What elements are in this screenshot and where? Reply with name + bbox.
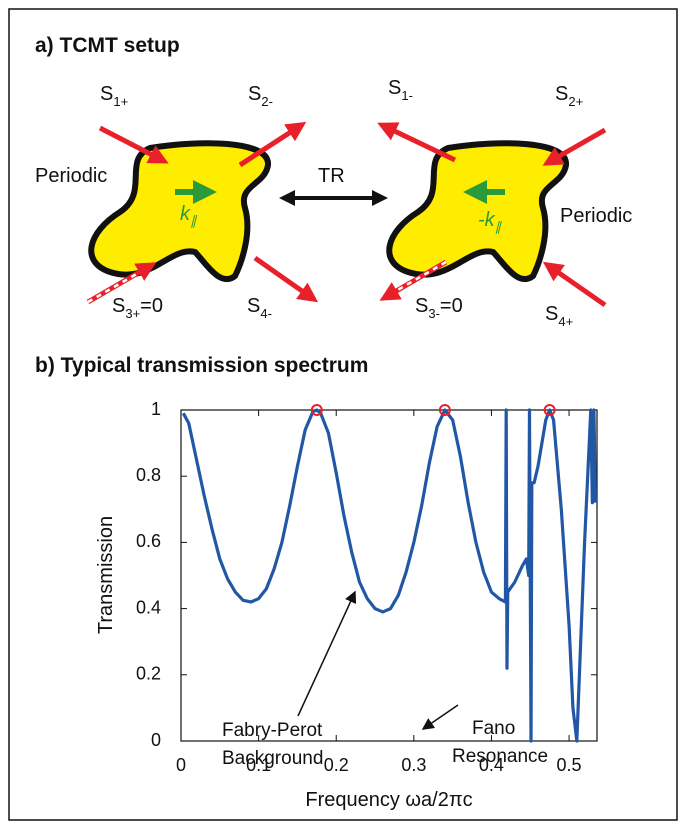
port-symbol: S xyxy=(545,303,558,325)
peak-marker xyxy=(438,404,451,416)
wavevector-index: ∥ xyxy=(495,219,503,234)
port-label: S1- xyxy=(388,77,413,103)
port-symbol: S xyxy=(100,83,113,105)
port-index: 1- xyxy=(401,88,413,103)
peak-marker xyxy=(310,404,323,416)
y-tick-label: 1 xyxy=(151,399,161,419)
peak-marker xyxy=(543,404,556,416)
port-index: 1+ xyxy=(113,94,128,109)
port-index: 2- xyxy=(261,94,273,109)
wavevector-symbol: -k xyxy=(478,209,496,231)
arrow xyxy=(542,127,607,166)
annotation: Resonance xyxy=(452,746,548,767)
plot-frame xyxy=(180,409,598,742)
arrow xyxy=(377,122,457,163)
annotation: Fabry-Perot xyxy=(222,720,323,741)
y-tick-label: 0.2 xyxy=(136,664,161,684)
operation-label: TR xyxy=(318,165,345,187)
medium-label: Periodic xyxy=(560,205,632,227)
port-index: 3- xyxy=(428,306,440,321)
frame xyxy=(8,8,678,821)
annotation: Background xyxy=(222,748,323,769)
dash xyxy=(87,270,141,304)
port-value: =0 xyxy=(140,295,163,317)
arrow xyxy=(98,125,169,164)
x-axis-label: Frequency ωa/2πc xyxy=(305,789,472,811)
port-index: 4+ xyxy=(558,314,573,329)
port-label: S3+=0 xyxy=(112,295,163,321)
x-tick-label: 0.4 xyxy=(479,755,504,775)
panel-title: a) TCMT setup xyxy=(35,34,180,57)
left-structure xyxy=(88,140,271,282)
wavevector-index: ∥ xyxy=(190,213,198,228)
y-tick-label: 0.6 xyxy=(136,531,161,551)
port-label: S4- xyxy=(247,295,272,321)
transmission-curve xyxy=(181,408,598,743)
port-index: 3+ xyxy=(125,306,140,321)
x-tick-label: 0.2 xyxy=(324,755,349,775)
port-symbol: S xyxy=(555,83,568,105)
port-label: S1+ xyxy=(100,83,128,109)
port-label: S3-=0 xyxy=(415,295,463,321)
port-value: =0 xyxy=(440,295,463,317)
port-index: 4- xyxy=(260,306,272,321)
annotation-arrow xyxy=(421,704,459,730)
wavevector-label: -k∥ xyxy=(478,209,503,234)
y-axis-label: Transmission xyxy=(95,516,117,634)
x-tick-label: 0.5 xyxy=(557,755,582,775)
y-tick-label: 0.4 xyxy=(136,597,161,617)
port-symbol: S xyxy=(248,83,261,105)
x-tick-label: 0.1 xyxy=(246,755,271,775)
port-symbol: S xyxy=(112,295,125,317)
arrow xyxy=(253,255,319,303)
port-symbol: S xyxy=(388,77,401,99)
arrow xyxy=(542,261,607,308)
medium-label: Periodic xyxy=(35,165,107,187)
annotation-arrow xyxy=(297,590,357,717)
right-structure xyxy=(386,140,569,282)
port-index: 2+ xyxy=(568,94,583,109)
arrow xyxy=(238,121,307,168)
x-tick-label: 0.3 xyxy=(401,755,426,775)
port-symbol: S xyxy=(415,295,428,317)
y-tick-label: 0.8 xyxy=(136,465,161,485)
port-label: S4+ xyxy=(545,303,573,329)
port-label: S2- xyxy=(248,83,273,109)
port-label: S2+ xyxy=(555,83,583,109)
annotation: Fano xyxy=(472,718,515,739)
x-tick-label: 0 xyxy=(176,755,186,775)
port-symbol: S xyxy=(247,295,260,317)
wavevector-label: k∥ xyxy=(180,203,198,228)
chart-title: b) Typical transmission spectrum xyxy=(35,354,368,377)
wavevector-symbol: k xyxy=(180,203,191,225)
y-tick-label: 0 xyxy=(151,730,161,750)
